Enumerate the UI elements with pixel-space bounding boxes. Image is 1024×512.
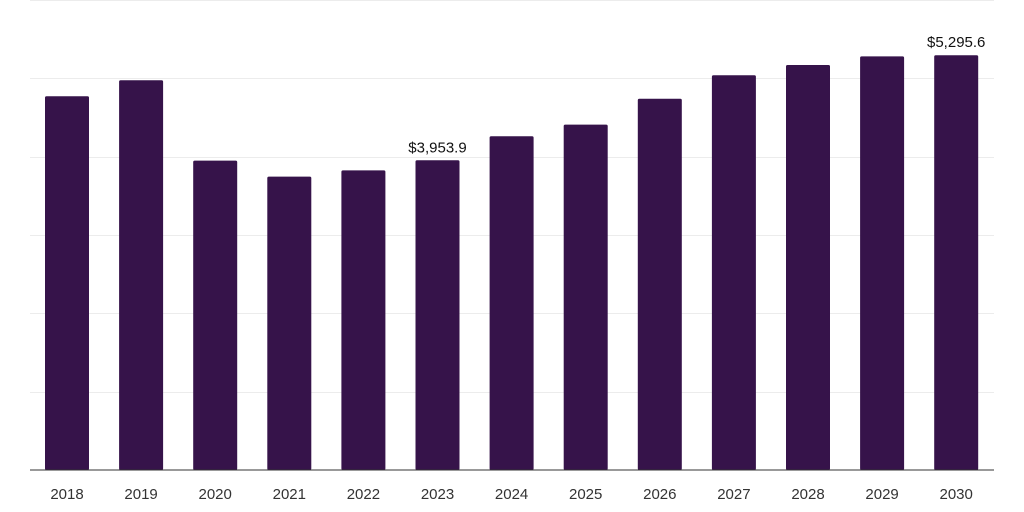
data-label-2030: $5,295.6 — [927, 34, 985, 51]
x-tick-label-2023: 2023 — [421, 486, 454, 503]
x-tick-label-2021: 2021 — [273, 486, 306, 503]
bar-2023[interactable] — [415, 160, 460, 471]
data-labels: $3,953.9 $5,295.6 — [408, 34, 985, 156]
bar-2021[interactable] — [267, 176, 312, 470]
x-tick-label-2030: 2030 — [940, 486, 973, 503]
bars — [45, 55, 979, 471]
bar-2024[interactable] — [489, 136, 534, 471]
x-tick-label-2019: 2019 — [124, 486, 157, 503]
bar-2022[interactable] — [341, 170, 386, 470]
x-tick-label-2022: 2022 — [347, 486, 380, 503]
x-tick-label-2029: 2029 — [865, 486, 898, 503]
bar-2029[interactable] — [860, 56, 905, 471]
x-tick-label-2020: 2020 — [199, 486, 232, 503]
bar-2018[interactable] — [45, 96, 89, 471]
bar-2028[interactable] — [786, 65, 830, 470]
x-tick-label-2026: 2026 — [643, 486, 676, 503]
bar-2025[interactable] — [563, 124, 608, 470]
bar-2027[interactable] — [711, 75, 756, 470]
x-tick-label-2027: 2027 — [717, 486, 750, 503]
x-tick-label-2018: 2018 — [50, 486, 83, 503]
x-tick-label-2028: 2028 — [791, 486, 824, 503]
bar-2020[interactable] — [193, 160, 238, 470]
bar-2026[interactable] — [637, 98, 682, 470]
x-tick-label-2025: 2025 — [569, 486, 602, 503]
bar-2019[interactable] — [119, 80, 164, 471]
data-label-2023: $3,953.9 — [408, 139, 466, 156]
x-tick-labels: 2018 2019 2020 2021 2022 2023 2024 2025 2026 2027… — [50, 486, 973, 503]
x-tick-label-2024: 2024 — [495, 486, 528, 503]
bar-2030[interactable] — [934, 55, 979, 470]
